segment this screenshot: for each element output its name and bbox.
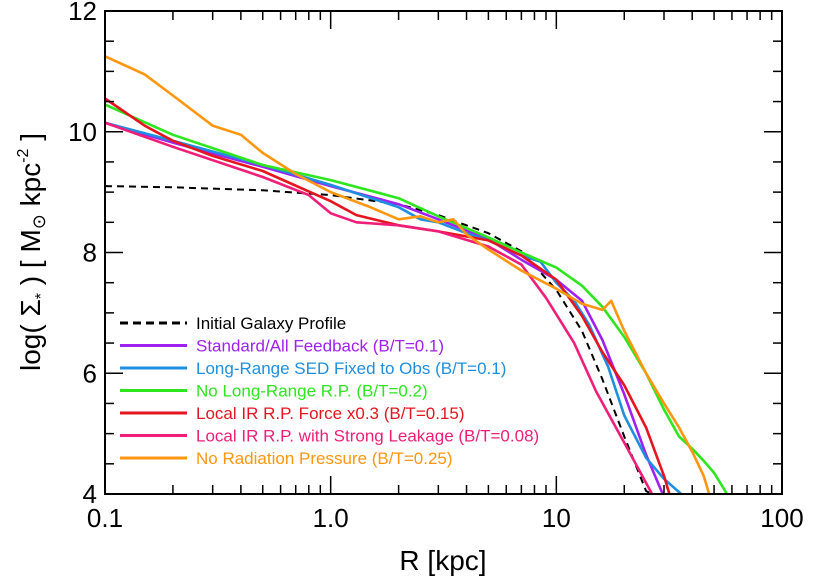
legend-label-no-long-range-r-p-b-t-0-2: No Long-Range R.P. (B/T=0.2) <box>196 382 428 401</box>
series-line-no-long-range-r-p-b-t-0-2 <box>105 103 729 494</box>
y-axis-title: log( Σ* ) [ M⊙ kpc-2 ] <box>15 133 50 371</box>
x-tick-label: 0.1 <box>87 503 123 533</box>
legend: Initial Galaxy Profile Standard/All Feedb… <box>120 314 539 468</box>
x-tick-label: 100 <box>760 503 803 533</box>
y-tick-label: 10 <box>68 117 97 147</box>
legend-label-standard-all-feedback-b-t-0-1: Standard/All Feedback (B/T=0.1) <box>196 337 444 356</box>
series-line-local-ir-r-p-force-x0-3-b-t-0-15 <box>105 97 671 494</box>
y-axis-title-prefix: log( Σ <box>15 299 46 371</box>
y-tick-label: 6 <box>83 358 97 388</box>
legend-label-long-range-sed-fixed-to-obs-b-t-0-1: Long-Range SED Fixed to Obs (B/T=0.1) <box>196 359 506 378</box>
plot-frame <box>104 10 783 495</box>
legend-label-initial-galaxy-profile: Initial Galaxy Profile <box>196 314 346 333</box>
y-tick-label: 8 <box>83 238 97 268</box>
y-axis-title-unit: kpc <box>15 163 46 214</box>
x-tick-label: 1.0 <box>313 503 349 533</box>
x-axis-title: R [kpc] <box>399 545 486 576</box>
y-axis-title-subscript: * <box>33 293 50 299</box>
legend-label-local-ir-r-p-with-strong-leakage-b-t-0-08: Local IR R.P. with Strong Leakage (B/T=0… <box>196 427 539 446</box>
legend-label-no-radiation-pressure-b-t-0-25: No Radiation Pressure (B/T=0.25) <box>196 449 453 468</box>
x-tick-label: 10 <box>542 503 571 533</box>
series-line-initial-galaxy-profile <box>105 185 654 494</box>
series-line-standard-all-feedback-b-t-0-1 <box>105 121 665 494</box>
y-axis-title-end: ] <box>15 133 46 149</box>
y-axis-title-exponent: -2 <box>15 148 32 162</box>
y-tick-label: 12 <box>68 0 97 26</box>
legend-label-local-ir-r-p-force-x0-3-b-t-0-15: Local IR R.P. Force x0.3 (B/T=0.15) <box>196 404 465 423</box>
series-line-no-radiation-pressure-b-t-0-25 <box>105 55 711 494</box>
y-axis-title-mid: ) [ M <box>15 229 46 293</box>
series-layer <box>105 55 729 494</box>
y-axis-title-sun-symbol: ⊙ <box>29 214 49 229</box>
series-line-local-ir-r-p-with-strong-leakage-b-t-0-08 <box>105 121 654 494</box>
tick-labels: 0.1 1.0 10 100 4 6 8 10 12 <box>68 0 804 533</box>
y-tick-label: 4 <box>83 479 97 509</box>
